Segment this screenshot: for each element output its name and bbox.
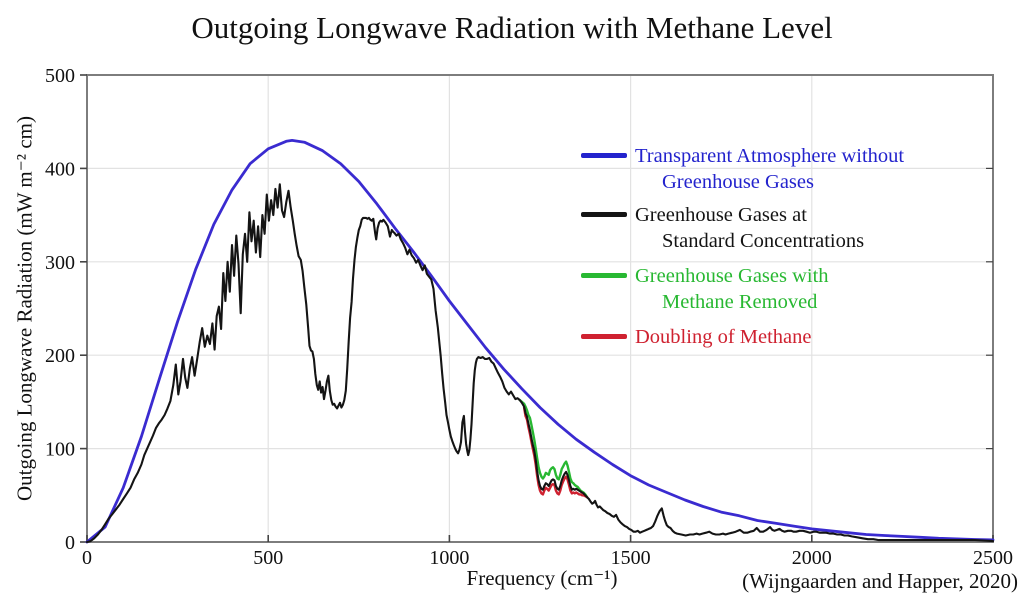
series-curve [518,398,589,499]
x-tick-label: 500 [253,547,283,569]
y-tick-label: 400 [45,158,75,180]
x-tick-label: 2000 [792,547,832,569]
series-curve [85,138,995,544]
x-tick-label: 1500 [611,547,651,569]
x-tick-label: 0 [82,547,92,569]
y-tick-label: 500 [45,65,75,87]
plot-frame [86,74,994,543]
chart-title: Outgoing Longwave Radiation with Methane… [191,10,833,45]
y-tick-label: 0 [65,532,75,554]
citation: (Wijngaarden and Happer, 2020) [742,569,1018,593]
y-tick-label: 200 [45,345,75,367]
x-axis-label: Frequency (cm⁻¹) [466,566,618,590]
x-tick-label: 2500 [973,547,1013,569]
y-tick-label: 300 [45,252,75,274]
series-curve [85,183,995,544]
y-tick-label: 100 [45,439,75,461]
x-tick-label: 1000 [429,547,469,569]
